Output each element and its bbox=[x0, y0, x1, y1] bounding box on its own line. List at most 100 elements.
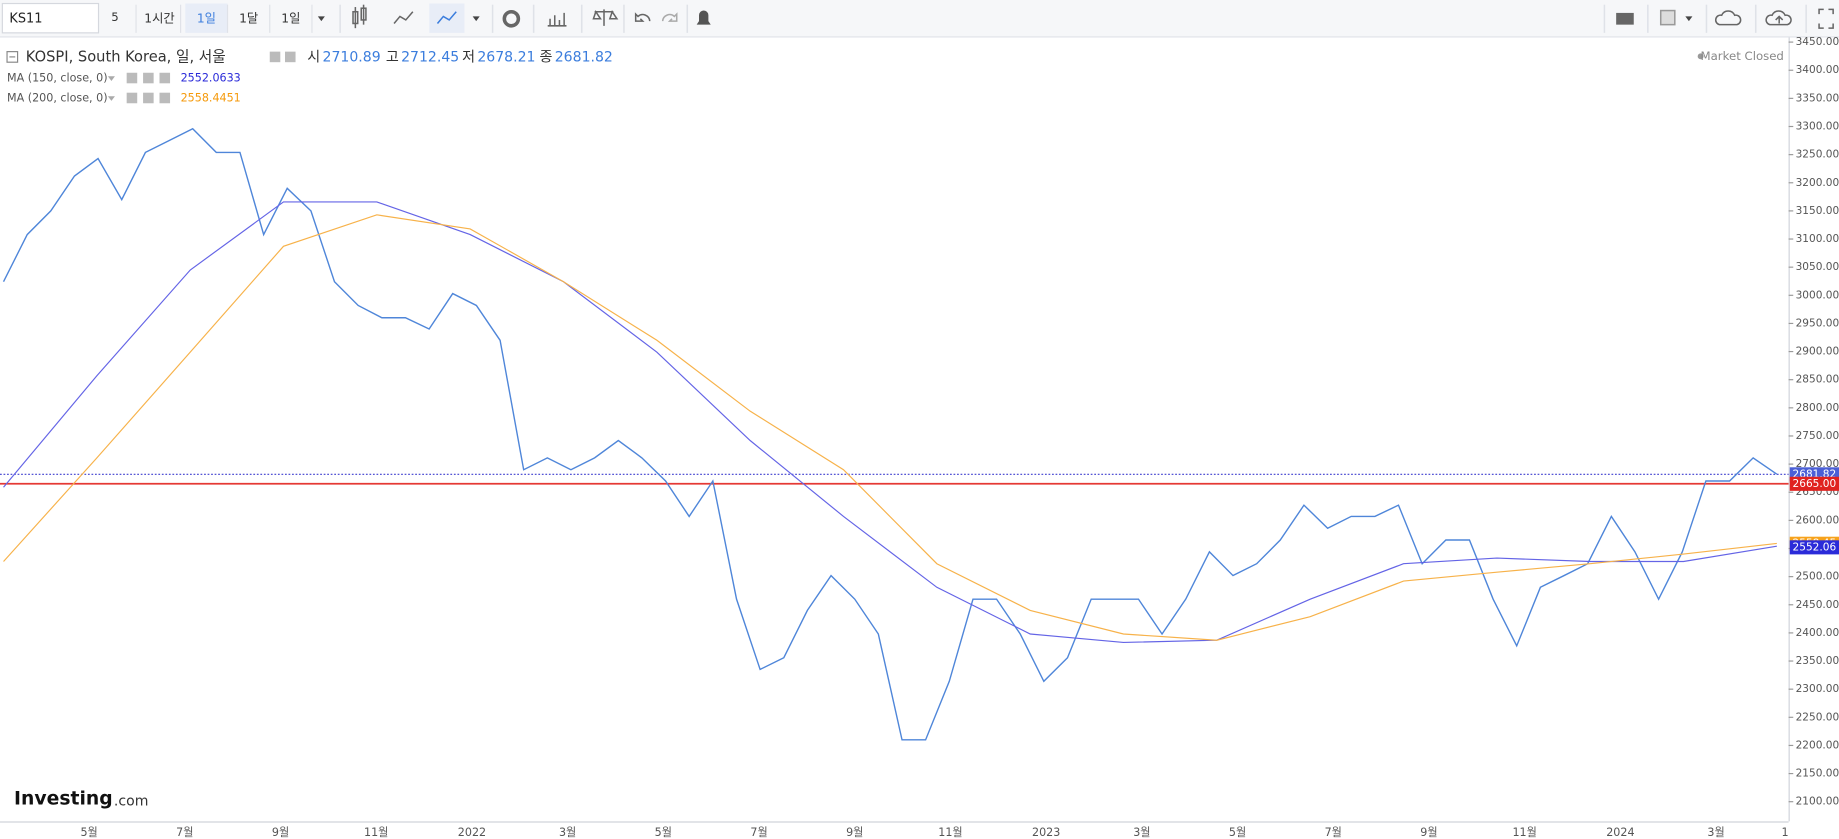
dropdown-arrow[interactable] bbox=[1685, 16, 1693, 22]
x-tick-label: 9월 bbox=[846, 826, 863, 839]
ma-name: MA (200, close, 0) bbox=[7, 92, 108, 105]
interval-button[interactable]: 1시간 bbox=[144, 11, 174, 25]
ohlc-value: 2712.45 bbox=[401, 49, 459, 65]
collapse-icon[interactable] bbox=[6, 51, 19, 63]
market-status: Market Closed bbox=[1701, 49, 1784, 63]
x-tick-label: 7월 bbox=[176, 826, 193, 839]
y-tick-label: 3200.00 bbox=[1796, 177, 1839, 189]
ma-button[interactable] bbox=[143, 72, 154, 84]
dropdown-arrow[interactable] bbox=[472, 16, 480, 22]
y-tick-label: 2750.00 bbox=[1796, 430, 1839, 442]
layout-icon[interactable] bbox=[1659, 9, 1676, 26]
line-icon[interactable] bbox=[393, 11, 414, 24]
ohlc-value: 2710.89 bbox=[323, 49, 381, 65]
toolbar-icons bbox=[339, 3, 1834, 33]
y-tick-label: 2500.00 bbox=[1796, 571, 1839, 583]
interval-button[interactable]: 1일 bbox=[197, 11, 216, 25]
x-tick-label: 2022 bbox=[458, 826, 486, 839]
y-tick-label: 2300.00 bbox=[1796, 683, 1839, 695]
ma-button[interactable] bbox=[159, 72, 171, 84]
dropdown-arrow[interactable] bbox=[107, 76, 115, 81]
candles-icon[interactable] bbox=[352, 4, 367, 29]
y-tick-label: 2200.00 bbox=[1796, 739, 1839, 751]
interval-active-bg bbox=[185, 3, 228, 33]
toolbar bbox=[0, 0, 1839, 37]
ma-button[interactable] bbox=[143, 92, 154, 104]
ma-button[interactable] bbox=[159, 92, 171, 104]
y-tick-label: 2150.00 bbox=[1796, 768, 1839, 780]
x-tick-label: 5월 bbox=[80, 826, 97, 839]
price-axis bbox=[1788, 37, 1839, 839]
alert-icon[interactable] bbox=[696, 10, 711, 25]
ma-button[interactable] bbox=[126, 72, 138, 84]
logo-main: Investing bbox=[14, 789, 113, 810]
ohlc-key: 저 bbox=[462, 49, 475, 65]
load-icon[interactable] bbox=[1714, 10, 1742, 26]
symbol-text: KS11 bbox=[9, 11, 42, 26]
y-tick-label: 2250.00 bbox=[1796, 711, 1839, 723]
interval-input[interactable]: 5 bbox=[111, 10, 118, 24]
fullscreen-icon[interactable] bbox=[1818, 8, 1834, 29]
x-tick-label: 2024 bbox=[1606, 826, 1634, 839]
compare-icon[interactable] bbox=[592, 9, 619, 26]
y-tick-label: 3300.00 bbox=[1796, 120, 1839, 132]
ma-value: 2558.4451 bbox=[181, 92, 241, 105]
y-tick-label: 3100.00 bbox=[1796, 233, 1839, 245]
ohlc-key: 시 bbox=[307, 49, 320, 65]
y-tick-label: 3050.00 bbox=[1796, 261, 1839, 273]
price-badge bbox=[1789, 540, 1839, 555]
logo-suffix: .com bbox=[114, 793, 149, 809]
y-tick-label: 2850.00 bbox=[1796, 374, 1839, 386]
y-tick-label: 3450.00 bbox=[1796, 36, 1839, 48]
legend-controls bbox=[126, 51, 296, 104]
settings-icon[interactable] bbox=[502, 9, 521, 28]
legend-title: KOSPI, South Korea, 일, 서울 bbox=[26, 48, 226, 65]
x-tick-label: 3월 bbox=[1133, 826, 1150, 839]
undo-icon[interactable] bbox=[634, 12, 651, 22]
y-tick-label: 2950.00 bbox=[1796, 317, 1839, 329]
snapshot-icon[interactable] bbox=[1616, 12, 1634, 25]
series-line bbox=[3, 214, 1777, 641]
x-tick-label: 2023 bbox=[1032, 826, 1060, 839]
y-tick-label: 2100.00 bbox=[1796, 796, 1839, 808]
interval-button[interactable]: 1일 bbox=[281, 11, 300, 25]
x-tick-label: 7월 bbox=[750, 826, 767, 839]
y-tick-label: 2800.00 bbox=[1796, 402, 1839, 414]
visibility-button[interactable] bbox=[269, 51, 281, 63]
x-tick-label: 11월 bbox=[364, 826, 388, 839]
x-tick-label: 1 bbox=[1782, 826, 1789, 839]
status-dot bbox=[1697, 53, 1704, 60]
dropdown-arrow[interactable] bbox=[107, 96, 115, 101]
ohlc-key: 종 bbox=[540, 49, 553, 65]
ma-value: 2552.0633 bbox=[181, 72, 241, 85]
ohlc-value: 2681.82 bbox=[555, 49, 613, 65]
indicators-icon[interactable] bbox=[547, 12, 567, 27]
y-tick-label: 3350.00 bbox=[1796, 92, 1839, 104]
ma-button[interactable] bbox=[126, 92, 138, 104]
ohlc-value: 2678.21 bbox=[477, 49, 535, 65]
x-tick-label: 5월 bbox=[655, 826, 672, 839]
settings-button[interactable] bbox=[284, 51, 296, 63]
price-badge-label: 2665.00 bbox=[1793, 478, 1837, 490]
symbol-input[interactable] bbox=[1, 2, 100, 34]
y-tick-label: 2900.00 bbox=[1796, 346, 1839, 358]
save-icon[interactable] bbox=[1765, 10, 1792, 26]
y-tick-label: 2600.00 bbox=[1796, 514, 1839, 526]
dropdown-arrow[interactable] bbox=[317, 16, 325, 22]
x-tick-label: 3월 bbox=[559, 826, 576, 839]
y-tick-label: 3250.00 bbox=[1796, 149, 1839, 161]
series-line bbox=[3, 201, 1777, 644]
interval-button[interactable]: 1달 bbox=[239, 11, 258, 25]
y-tick-label: 2350.00 bbox=[1796, 655, 1839, 667]
x-tick-label: 7월 bbox=[1325, 826, 1342, 839]
y-tick-label: 3000.00 bbox=[1796, 289, 1839, 301]
x-tick-label: 9월 bbox=[1420, 826, 1437, 839]
x-tick-label: 3월 bbox=[1707, 826, 1724, 839]
area-icon bbox=[436, 11, 457, 24]
series-line bbox=[2, 127, 1778, 741]
redo-icon[interactable] bbox=[661, 12, 678, 22]
x-tick-label: 11월 bbox=[938, 826, 962, 839]
ma-name: MA (150, close, 0) bbox=[7, 72, 108, 85]
x-tick-label: 11월 bbox=[1512, 826, 1536, 839]
